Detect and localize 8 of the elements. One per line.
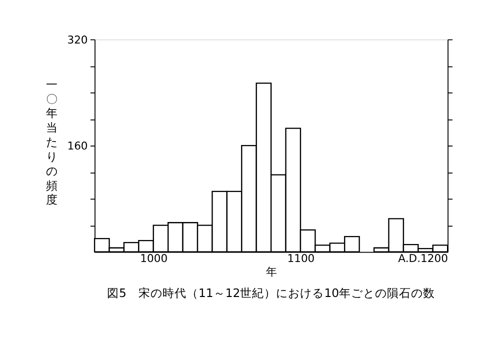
text: 図5 宋の時代（11～12世紀）における10年ごとの隕石の数 [107, 286, 436, 300]
y-tick-label: 320 [67, 33, 88, 46]
x-tick-label: 1000 [140, 252, 168, 266]
x-tick-label: A.D.1200 [398, 252, 448, 266]
y-tick-label: 160 [67, 140, 88, 153]
x-axis-title: 年 [266, 266, 278, 279]
text: 一〇年当たりの頻度 [46, 77, 58, 207]
x-tick-label: 1100 [287, 252, 315, 266]
